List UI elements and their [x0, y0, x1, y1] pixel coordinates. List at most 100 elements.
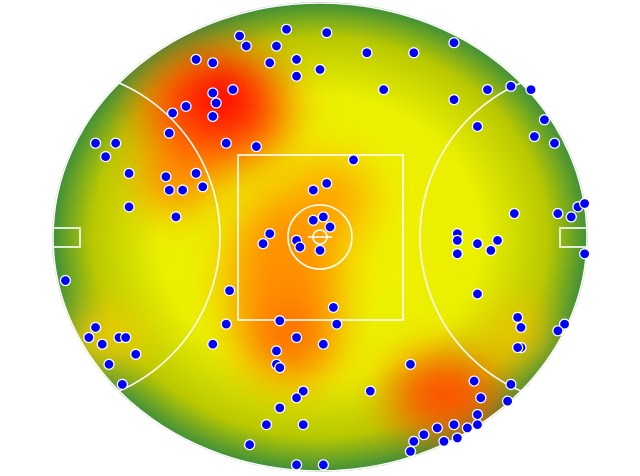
point — [324, 221, 336, 233]
point — [197, 181, 209, 193]
point — [177, 184, 189, 196]
point — [223, 285, 236, 297]
point — [160, 171, 172, 183]
point — [103, 358, 115, 370]
point — [525, 83, 537, 96]
point — [552, 325, 564, 337]
point — [250, 140, 262, 153]
points — [59, 23, 591, 471]
point — [297, 385, 309, 397]
point — [408, 435, 420, 447]
point — [257, 238, 269, 250]
point — [274, 402, 286, 414]
point — [321, 177, 333, 189]
point — [538, 114, 551, 126]
point — [290, 392, 303, 404]
point — [220, 137, 232, 149]
point — [317, 338, 329, 350]
point — [508, 207, 520, 220]
point — [471, 288, 484, 300]
point — [512, 341, 524, 354]
point — [294, 241, 306, 253]
point — [548, 137, 561, 149]
point — [83, 331, 95, 344]
point — [110, 137, 122, 149]
point — [220, 318, 232, 330]
point — [404, 445, 417, 457]
point — [321, 27, 333, 39]
point — [96, 338, 108, 350]
point — [408, 47, 420, 59]
point — [481, 83, 494, 96]
point — [558, 318, 571, 330]
point — [280, 23, 293, 35]
point — [190, 53, 202, 66]
point — [120, 331, 132, 344]
point — [207, 110, 219, 123]
point — [505, 378, 517, 390]
point — [579, 248, 591, 260]
point — [448, 419, 460, 431]
point — [528, 130, 541, 143]
point — [418, 429, 430, 441]
point — [116, 378, 128, 390]
point — [314, 244, 326, 256]
point — [270, 40, 283, 52]
point — [290, 459, 303, 471]
point — [317, 211, 329, 223]
point — [167, 107, 179, 119]
point — [264, 228, 276, 240]
point — [207, 338, 219, 350]
point — [123, 167, 135, 179]
point — [491, 234, 504, 246]
point — [240, 40, 252, 52]
point — [234, 30, 246, 42]
point — [163, 184, 175, 196]
point — [207, 87, 219, 99]
point — [471, 120, 484, 133]
point — [207, 57, 219, 69]
point — [438, 435, 450, 447]
point — [89, 137, 102, 149]
point — [451, 234, 463, 246]
point — [378, 83, 390, 96]
point — [307, 184, 319, 196]
point — [59, 274, 72, 287]
point — [314, 63, 326, 76]
point — [180, 100, 192, 112]
point — [290, 331, 303, 344]
point — [327, 301, 339, 313]
point — [297, 419, 309, 431]
point — [475, 392, 487, 404]
point — [431, 422, 443, 434]
point — [317, 459, 329, 471]
point — [468, 375, 480, 387]
point — [260, 419, 272, 431]
point — [270, 345, 283, 357]
point — [565, 211, 577, 223]
point — [170, 211, 182, 223]
point — [471, 419, 484, 431]
point — [461, 422, 473, 434]
point — [451, 432, 463, 444]
point — [290, 53, 303, 66]
point — [512, 311, 524, 323]
point — [347, 154, 360, 166]
point — [502, 395, 514, 407]
point — [274, 362, 286, 374]
point — [515, 321, 527, 334]
point — [99, 151, 112, 163]
point — [190, 167, 202, 179]
point — [123, 201, 135, 213]
point — [227, 83, 239, 96]
point — [579, 197, 591, 210]
point — [331, 318, 343, 330]
point — [244, 439, 256, 451]
point — [264, 57, 276, 69]
point — [307, 214, 319, 226]
point — [274, 315, 286, 327]
point — [89, 321, 102, 334]
point — [163, 127, 175, 139]
point — [448, 94, 460, 106]
